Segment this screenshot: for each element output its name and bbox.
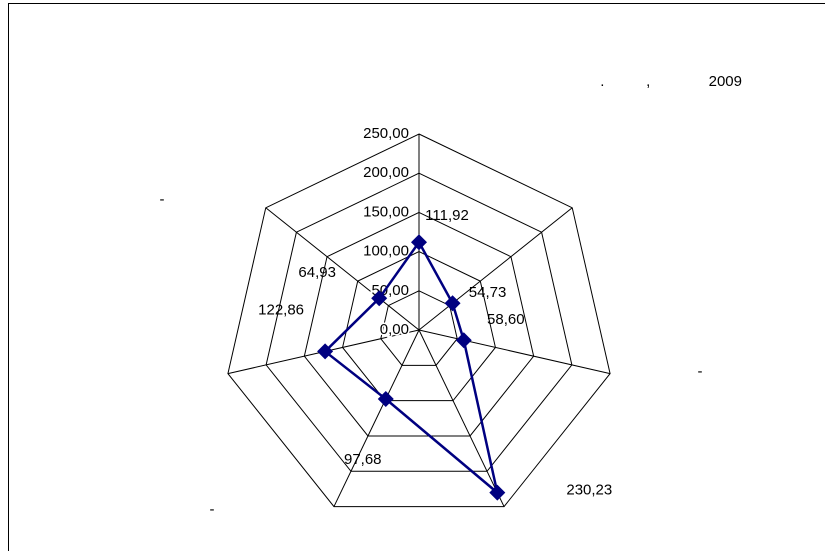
- axis-tick-label: 0,00: [380, 321, 409, 338]
- spoke: [265, 207, 420, 331]
- data-label: 230,23: [566, 482, 612, 499]
- data-point: [317, 343, 334, 360]
- category-label: -: [210, 501, 215, 518]
- spoke: [418, 329, 505, 507]
- data-point: [377, 390, 394, 407]
- spoke: [418, 207, 573, 331]
- data-point: [371, 290, 388, 307]
- spoke: [418, 329, 611, 375]
- spoke: [333, 329, 420, 507]
- grid-ring: [380, 290, 458, 366]
- grid-ring: [303, 211, 535, 437]
- category-label: -: [698, 363, 703, 380]
- axis-tick-label: 150,00: [363, 203, 409, 220]
- data-label: 64,93: [298, 264, 336, 281]
- data-label: 97,68: [344, 451, 382, 468]
- axis-tick-label: 250,00: [363, 125, 409, 142]
- axis-tick-label: 100,00: [363, 243, 409, 260]
- category-label: -: [160, 191, 165, 208]
- data-point: [411, 234, 427, 251]
- grid-ring: [342, 251, 496, 402]
- grid-ring: [227, 133, 611, 508]
- data-point: [455, 332, 472, 349]
- axis-tick-label: 200,00: [363, 164, 409, 181]
- data-label: 111,92: [425, 207, 469, 224]
- data-label: 122,86: [258, 301, 304, 318]
- series-line: [323, 239, 500, 496]
- data-point: [444, 295, 461, 312]
- grid-ring: [265, 172, 573, 472]
- data-point: [489, 484, 506, 501]
- data-label: 58,60: [487, 311, 525, 328]
- chart-frame: [8, 3, 825, 551]
- data-label: 54,73: [469, 284, 507, 301]
- chart-title: . , 2009: [600, 73, 742, 90]
